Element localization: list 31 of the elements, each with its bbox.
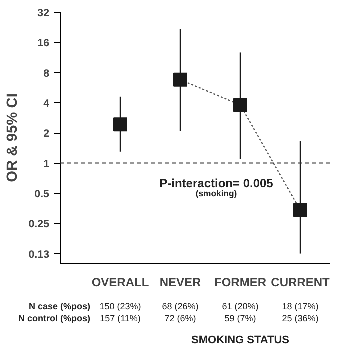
point xyxy=(234,98,248,112)
point xyxy=(174,72,188,87)
y-tick-label: 4 xyxy=(44,98,50,110)
annotation: P-interaction= 0.005 xyxy=(160,176,274,190)
text: 25 (36%) xyxy=(282,314,319,324)
text: 72 (6%) xyxy=(164,314,196,324)
y-tick-label: 8 xyxy=(44,68,50,80)
y-tick-label: 0.25 xyxy=(28,218,50,231)
text: 150 (23%) xyxy=(100,302,142,312)
x-tick-label: OVERALL xyxy=(92,276,150,290)
y-tick-label: 2 xyxy=(44,128,50,140)
text: 61 (20%) xyxy=(222,302,259,312)
text: 157 (11%) xyxy=(100,314,141,324)
text: N control (%pos) xyxy=(18,314,91,324)
text: 59 (7%) xyxy=(224,314,256,324)
y-tick-label: 16 xyxy=(38,38,50,50)
x-tick-label: CURRENT xyxy=(271,276,330,290)
y-tick-label: 32 xyxy=(38,8,50,20)
y-axis-title: OR & 95% CI xyxy=(4,94,21,182)
x-tick-label: FORMER xyxy=(214,276,267,290)
y-tick-label: 0.13 xyxy=(28,248,50,261)
x-tick-label: NEVER xyxy=(160,276,202,290)
point xyxy=(294,203,308,218)
point xyxy=(114,118,128,132)
text: 18 (17%) xyxy=(282,302,319,312)
text: SMOKING STATUS xyxy=(192,334,290,346)
text: N case (%pos) xyxy=(28,302,91,312)
annotation: (smoking) xyxy=(196,188,238,198)
y-tick-label: 0.5 xyxy=(34,188,50,200)
y-tick-label: 1 xyxy=(44,158,50,170)
text: 68 (26%) xyxy=(162,302,199,312)
